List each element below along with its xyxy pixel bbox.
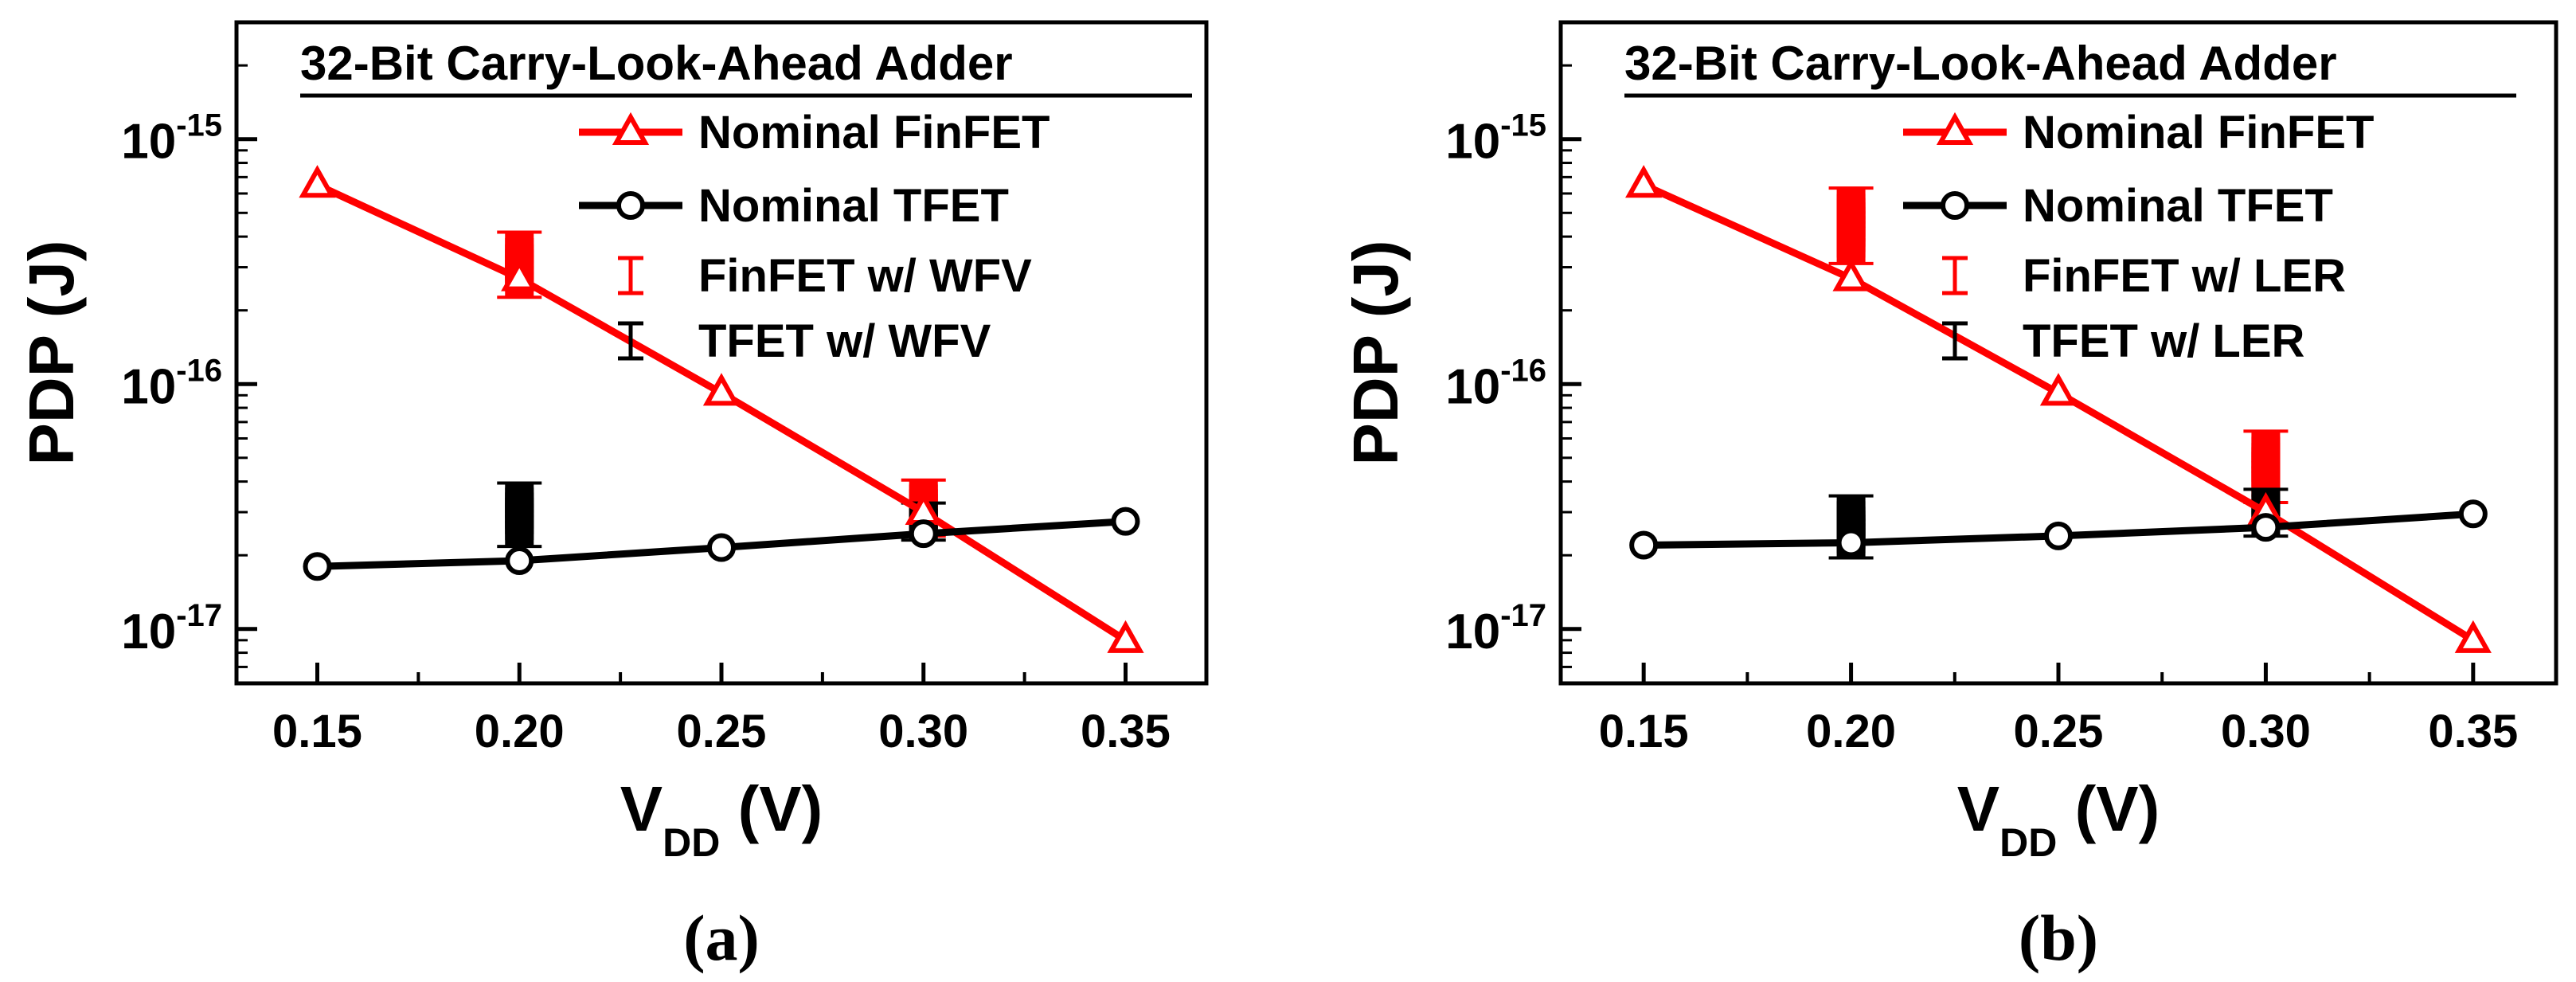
data-point-triangle <box>2039 373 2078 406</box>
data-point-triangle <box>702 373 741 406</box>
chart-title: 32-Bit Carry-Look-Ahead Adder <box>1624 37 2337 90</box>
y-tick-label: 10-17 <box>1445 598 1546 659</box>
x-tick-label: 0.35 <box>2428 706 2518 757</box>
data-point-circle <box>1836 528 1866 558</box>
chart-panel-a: 0.15 0.20 0.25 0.30 0.35 10-15 10-16 10-17 PDP (… <box>16 20 1209 974</box>
legend-label: FinFET w/ WFV <box>698 250 1032 302</box>
legend-label: Nominal TFET <box>698 180 1009 232</box>
legend-triangle-marker <box>1936 112 1974 145</box>
variation-marker <box>1836 495 1866 522</box>
data-point-circle <box>707 533 736 562</box>
legend-label: FinFET w/ LER <box>2023 250 2346 302</box>
legend-label: TFET w/ LER <box>2023 315 2304 367</box>
legend-label: Nominal FinFET <box>2023 107 2374 158</box>
data-point-circle <box>2251 513 2281 542</box>
variation-marker <box>505 483 534 509</box>
y-tick-label: 10-15 <box>1445 108 1546 170</box>
variation-marker <box>1836 188 1866 214</box>
data-point-triangle <box>501 258 538 291</box>
y-axis-label: PDP (J) <box>1340 240 1411 465</box>
y-tick-label: 10-16 <box>121 353 222 414</box>
panel-label: (b) <box>2019 902 2098 974</box>
legend-triangle-marker <box>612 112 650 145</box>
y-tick-label: 10-16 <box>1445 353 1546 414</box>
x-tick-label: 0.30 <box>2221 706 2311 757</box>
legend-label: Nominal TFET <box>2023 180 2333 232</box>
data-point-circle <box>505 546 534 576</box>
x-tick-label: 0.20 <box>1806 706 1896 757</box>
chart-panel-b: 0.15 0.20 0.25 0.30 0.35 10-15 10-16 10-17 PDP (… <box>1340 20 2558 974</box>
x-tick-label: 0.15 <box>1599 706 1689 757</box>
variation-marker <box>505 232 534 258</box>
y-tick-label: 10-17 <box>121 598 222 659</box>
y-axis-label: PDP (J) <box>16 240 87 465</box>
variation-marker <box>2251 431 2281 457</box>
chart-title: 32-Bit Carry-Look-Ahead Adder <box>300 37 1013 90</box>
data-point-triangle <box>1625 165 1663 198</box>
x-tick-label: 0.35 <box>1081 706 1171 757</box>
legend-label: Nominal FinFET <box>698 107 1050 158</box>
x-axis-label: VDD (V) <box>1957 773 2160 865</box>
data-point-circle <box>2044 521 2073 550</box>
x-tick-label: 0.20 <box>475 706 565 757</box>
legend-circle-marker <box>1941 191 1969 220</box>
data-point-triangle <box>1832 258 1870 291</box>
x-tick-label: 0.25 <box>677 706 767 757</box>
x-tick-label: 0.15 <box>272 706 362 757</box>
data-point-circle <box>909 519 938 549</box>
data-point-triangle <box>299 165 336 198</box>
y-tick-label: 10-15 <box>121 108 222 170</box>
x-tick-label: 0.25 <box>2014 706 2104 757</box>
x-tick-label: 0.30 <box>878 706 968 757</box>
data-point-circle <box>1111 507 1140 536</box>
legend-label: TFET w/ WFV <box>698 315 991 367</box>
data-point-triangle <box>1107 620 1144 653</box>
panel-label: (a) <box>683 902 760 974</box>
x-axis-label: VDD (V) <box>620 773 823 865</box>
legend-circle-marker <box>616 191 645 220</box>
data-point-circle <box>2458 499 2488 529</box>
data-point-circle <box>1629 530 1659 560</box>
data-point-circle <box>303 552 332 581</box>
data-point-triangle <box>2454 620 2492 653</box>
